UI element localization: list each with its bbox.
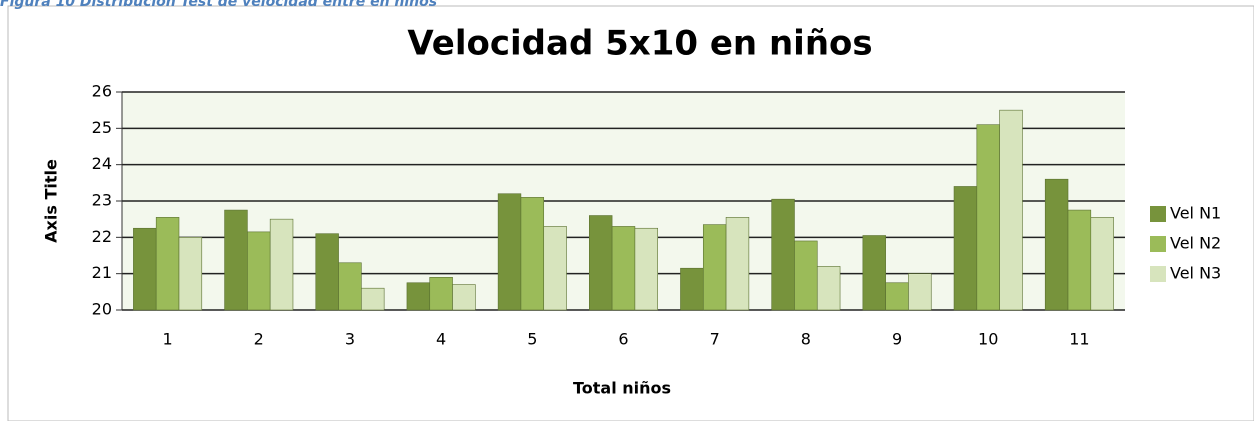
bar [976, 124, 1000, 311]
bar [816, 266, 841, 311]
x-tick-label: 3 [345, 330, 355, 349]
bar [862, 235, 886, 311]
bar [338, 262, 362, 311]
bar [452, 284, 476, 311]
legend-swatch [1150, 266, 1166, 282]
bar [406, 282, 431, 311]
legend-label: Vel N3 [1170, 264, 1221, 283]
y-tick-label: 20 [92, 300, 112, 319]
y-tick-label: 25 [92, 118, 112, 137]
legend-label: Vel N2 [1170, 234, 1221, 253]
x-tick-label: 7 [710, 330, 720, 349]
y-tick-label: 24 [92, 154, 112, 173]
bar [497, 193, 522, 311]
bar [361, 287, 385, 311]
x-tick-label: 8 [801, 330, 811, 349]
bar [1090, 217, 1114, 311]
bar [247, 231, 271, 311]
bar [885, 282, 909, 311]
bar [178, 237, 203, 311]
y-tick-label: 22 [92, 227, 112, 246]
bar [589, 215, 613, 311]
bar [224, 209, 248, 311]
bar [611, 226, 636, 311]
bar [771, 198, 795, 311]
chart-title: Velocidad 5x10 en niños [407, 24, 872, 64]
y-tick-label: 21 [92, 263, 112, 282]
bar [680, 267, 704, 311]
y-axis-title: Axis Title [42, 159, 61, 243]
x-axis-title: Total niños [573, 379, 671, 398]
bar [702, 224, 727, 311]
x-tick-label: 2 [254, 330, 264, 349]
x-tick-label: 4 [436, 330, 446, 349]
bar [315, 233, 339, 311]
bar [155, 217, 180, 311]
legend-swatch [1150, 206, 1166, 222]
bar [429, 276, 453, 311]
x-tick-label: 9 [892, 330, 902, 349]
bar [543, 226, 567, 311]
caption: Figura 10 Distribución Test de velocidad… [0, 0, 437, 10]
bar [1067, 209, 1092, 311]
bar [953, 186, 978, 311]
y-tick-label: 26 [92, 82, 112, 101]
bar [520, 197, 545, 311]
x-tick-label: 5 [527, 330, 537, 349]
y-tick-label: 23 [92, 191, 112, 210]
x-tick-label: 11 [1069, 330, 1089, 349]
bar [133, 227, 157, 311]
bar [269, 218, 294, 311]
legend-swatch [1150, 236, 1166, 252]
x-tick-label: 6 [618, 330, 628, 349]
bar [725, 217, 750, 311]
bar [999, 109, 1023, 311]
legend-label: Vel N1 [1170, 204, 1221, 223]
bar [1044, 178, 1069, 311]
x-tick-label: 10 [978, 330, 998, 349]
bar [634, 227, 658, 311]
bar [908, 273, 932, 311]
x-tick-label: 1 [162, 330, 172, 349]
bar [794, 240, 818, 311]
